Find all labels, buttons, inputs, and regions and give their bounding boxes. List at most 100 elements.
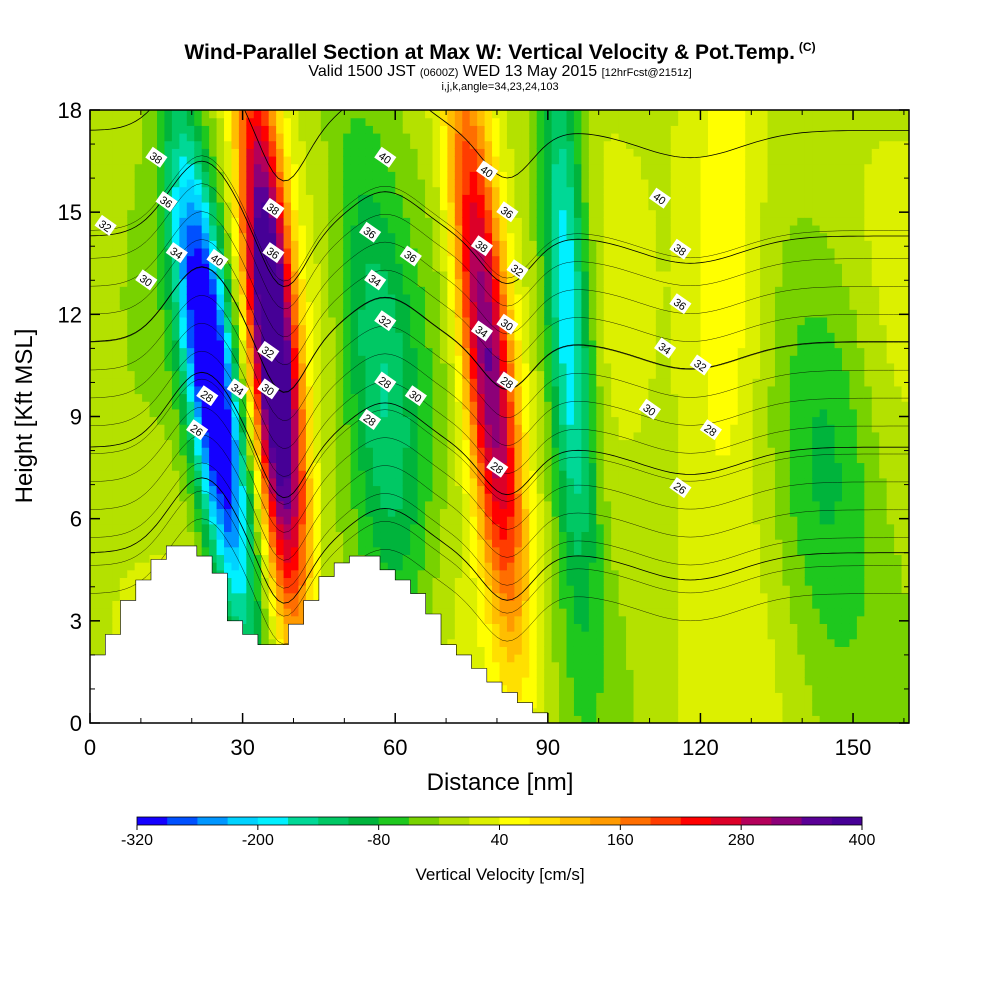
velocity-cell	[521, 554, 530, 563]
velocity-cell	[372, 439, 381, 448]
velocity-cell	[372, 217, 381, 226]
velocity-cell	[119, 217, 128, 226]
velocity-cell	[231, 600, 240, 609]
velocity-cell	[157, 508, 166, 517]
velocity-cell	[164, 462, 173, 471]
velocity-cell	[305, 163, 314, 172]
velocity-cell	[372, 301, 381, 310]
velocity-cell	[328, 247, 337, 257]
velocity-cell	[358, 263, 367, 272]
velocity-cell	[544, 600, 553, 609]
velocity-cell	[194, 301, 203, 310]
velocity-cell	[276, 600, 285, 609]
velocity-cell	[506, 615, 515, 624]
velocity-cell	[253, 439, 262, 448]
velocity-cell	[216, 431, 225, 441]
velocity-cell	[149, 171, 158, 180]
velocity-cell	[328, 301, 337, 310]
velocity-cell	[454, 454, 463, 464]
velocity-cell	[320, 500, 329, 510]
velocity-cell	[320, 462, 329, 471]
velocity-cell	[521, 155, 530, 165]
velocity-cell	[432, 270, 441, 280]
velocity-cell	[276, 324, 285, 333]
velocity-cell	[305, 247, 314, 257]
velocity-cell	[529, 339, 538, 349]
velocity-cell	[536, 631, 545, 640]
velocity-cell	[462, 554, 471, 563]
velocity-cell	[305, 148, 314, 157]
velocity-cell	[432, 286, 441, 295]
velocity-cell	[179, 447, 188, 456]
velocity-cell	[127, 171, 136, 180]
velocity-cell	[238, 577, 247, 586]
velocity-cell	[439, 508, 448, 517]
velocity-cell	[328, 562, 337, 571]
velocity-cell	[506, 171, 515, 180]
velocity-cell	[506, 347, 515, 356]
velocity-cell	[387, 508, 396, 517]
velocity-cell	[291, 347, 300, 356]
velocity-cell	[276, 286, 285, 295]
velocity-cell	[119, 263, 128, 272]
velocity-cell	[238, 393, 247, 402]
velocity-cell	[462, 615, 471, 624]
velocity-cell	[291, 332, 300, 341]
velocity-cell	[484, 608, 493, 617]
velocity-cell	[90, 546, 99, 556]
velocity-cell	[142, 194, 151, 203]
velocity-cell	[305, 477, 314, 487]
velocity-cell	[194, 255, 203, 264]
velocity-cell	[529, 278, 538, 287]
velocity-cell	[112, 270, 121, 280]
velocity-cell	[469, 592, 478, 601]
velocity-cell	[104, 416, 113, 425]
velocity-cell	[506, 462, 515, 471]
velocity-cell	[536, 508, 545, 517]
velocity-cell	[521, 224, 530, 234]
velocity-cell	[209, 232, 218, 241]
velocity-cell	[343, 454, 352, 464]
velocity-cell	[529, 378, 538, 387]
velocity-cell	[425, 370, 434, 379]
velocity-cell	[417, 485, 426, 494]
velocity-cell	[305, 592, 314, 601]
velocity-cell	[477, 393, 486, 402]
velocity-cell	[231, 148, 240, 157]
velocity-cell	[529, 638, 538, 647]
velocity-cell	[291, 447, 300, 456]
velocity-cell	[335, 140, 344, 149]
velocity-cell	[350, 332, 359, 341]
velocity-cell	[157, 117, 166, 126]
velocity-cell	[387, 493, 396, 502]
velocity-cell	[291, 424, 300, 433]
velocity-cell	[439, 155, 448, 165]
velocity-cell	[201, 454, 210, 464]
velocity-cell	[90, 132, 99, 142]
velocity-cell	[194, 270, 203, 280]
velocity-cell	[127, 355, 136, 364]
velocity-cell	[224, 569, 233, 579]
velocity-cell	[462, 263, 471, 272]
velocity-cell	[529, 301, 538, 310]
velocity-cell	[201, 178, 210, 188]
velocity-cell	[358, 255, 367, 264]
velocity-cell	[112, 385, 121, 395]
velocity-cell	[372, 539, 381, 548]
velocity-cell	[343, 110, 352, 119]
velocity-cell	[462, 140, 471, 149]
velocity-cell	[544, 462, 553, 471]
velocity-cell	[246, 171, 255, 180]
velocity-cell	[201, 110, 210, 119]
velocity-cell	[484, 661, 493, 670]
velocity-cell	[97, 347, 106, 356]
velocity-cell	[477, 255, 486, 264]
velocity-cell	[291, 385, 300, 395]
velocity-cell	[432, 110, 441, 119]
velocity-cell	[253, 462, 262, 471]
velocity-cell	[127, 539, 136, 548]
velocity-cell	[194, 508, 203, 517]
velocity-cell	[432, 608, 441, 617]
velocity-cell	[231, 171, 240, 180]
velocity-cell	[90, 117, 99, 126]
